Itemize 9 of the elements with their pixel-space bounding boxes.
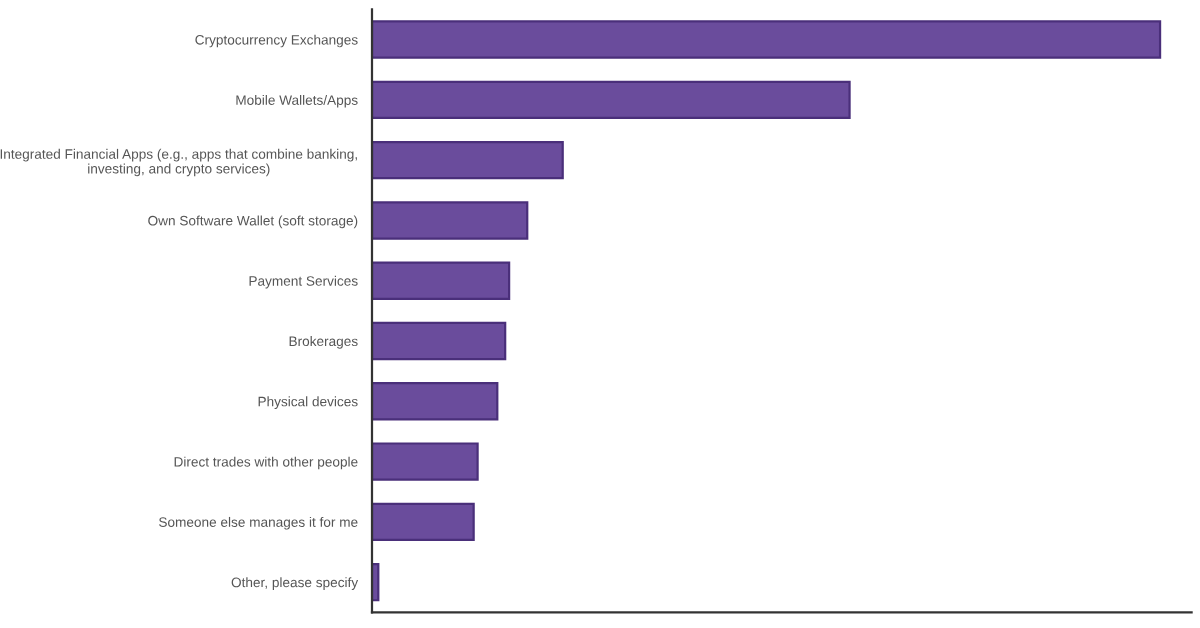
bar [372,502,475,542]
bar [372,261,511,300]
bar [372,321,507,361]
bar [372,382,499,421]
bar [372,80,851,120]
bar [372,140,564,180]
bar [372,442,479,481]
bar [372,20,1162,59]
bar [372,201,529,240]
